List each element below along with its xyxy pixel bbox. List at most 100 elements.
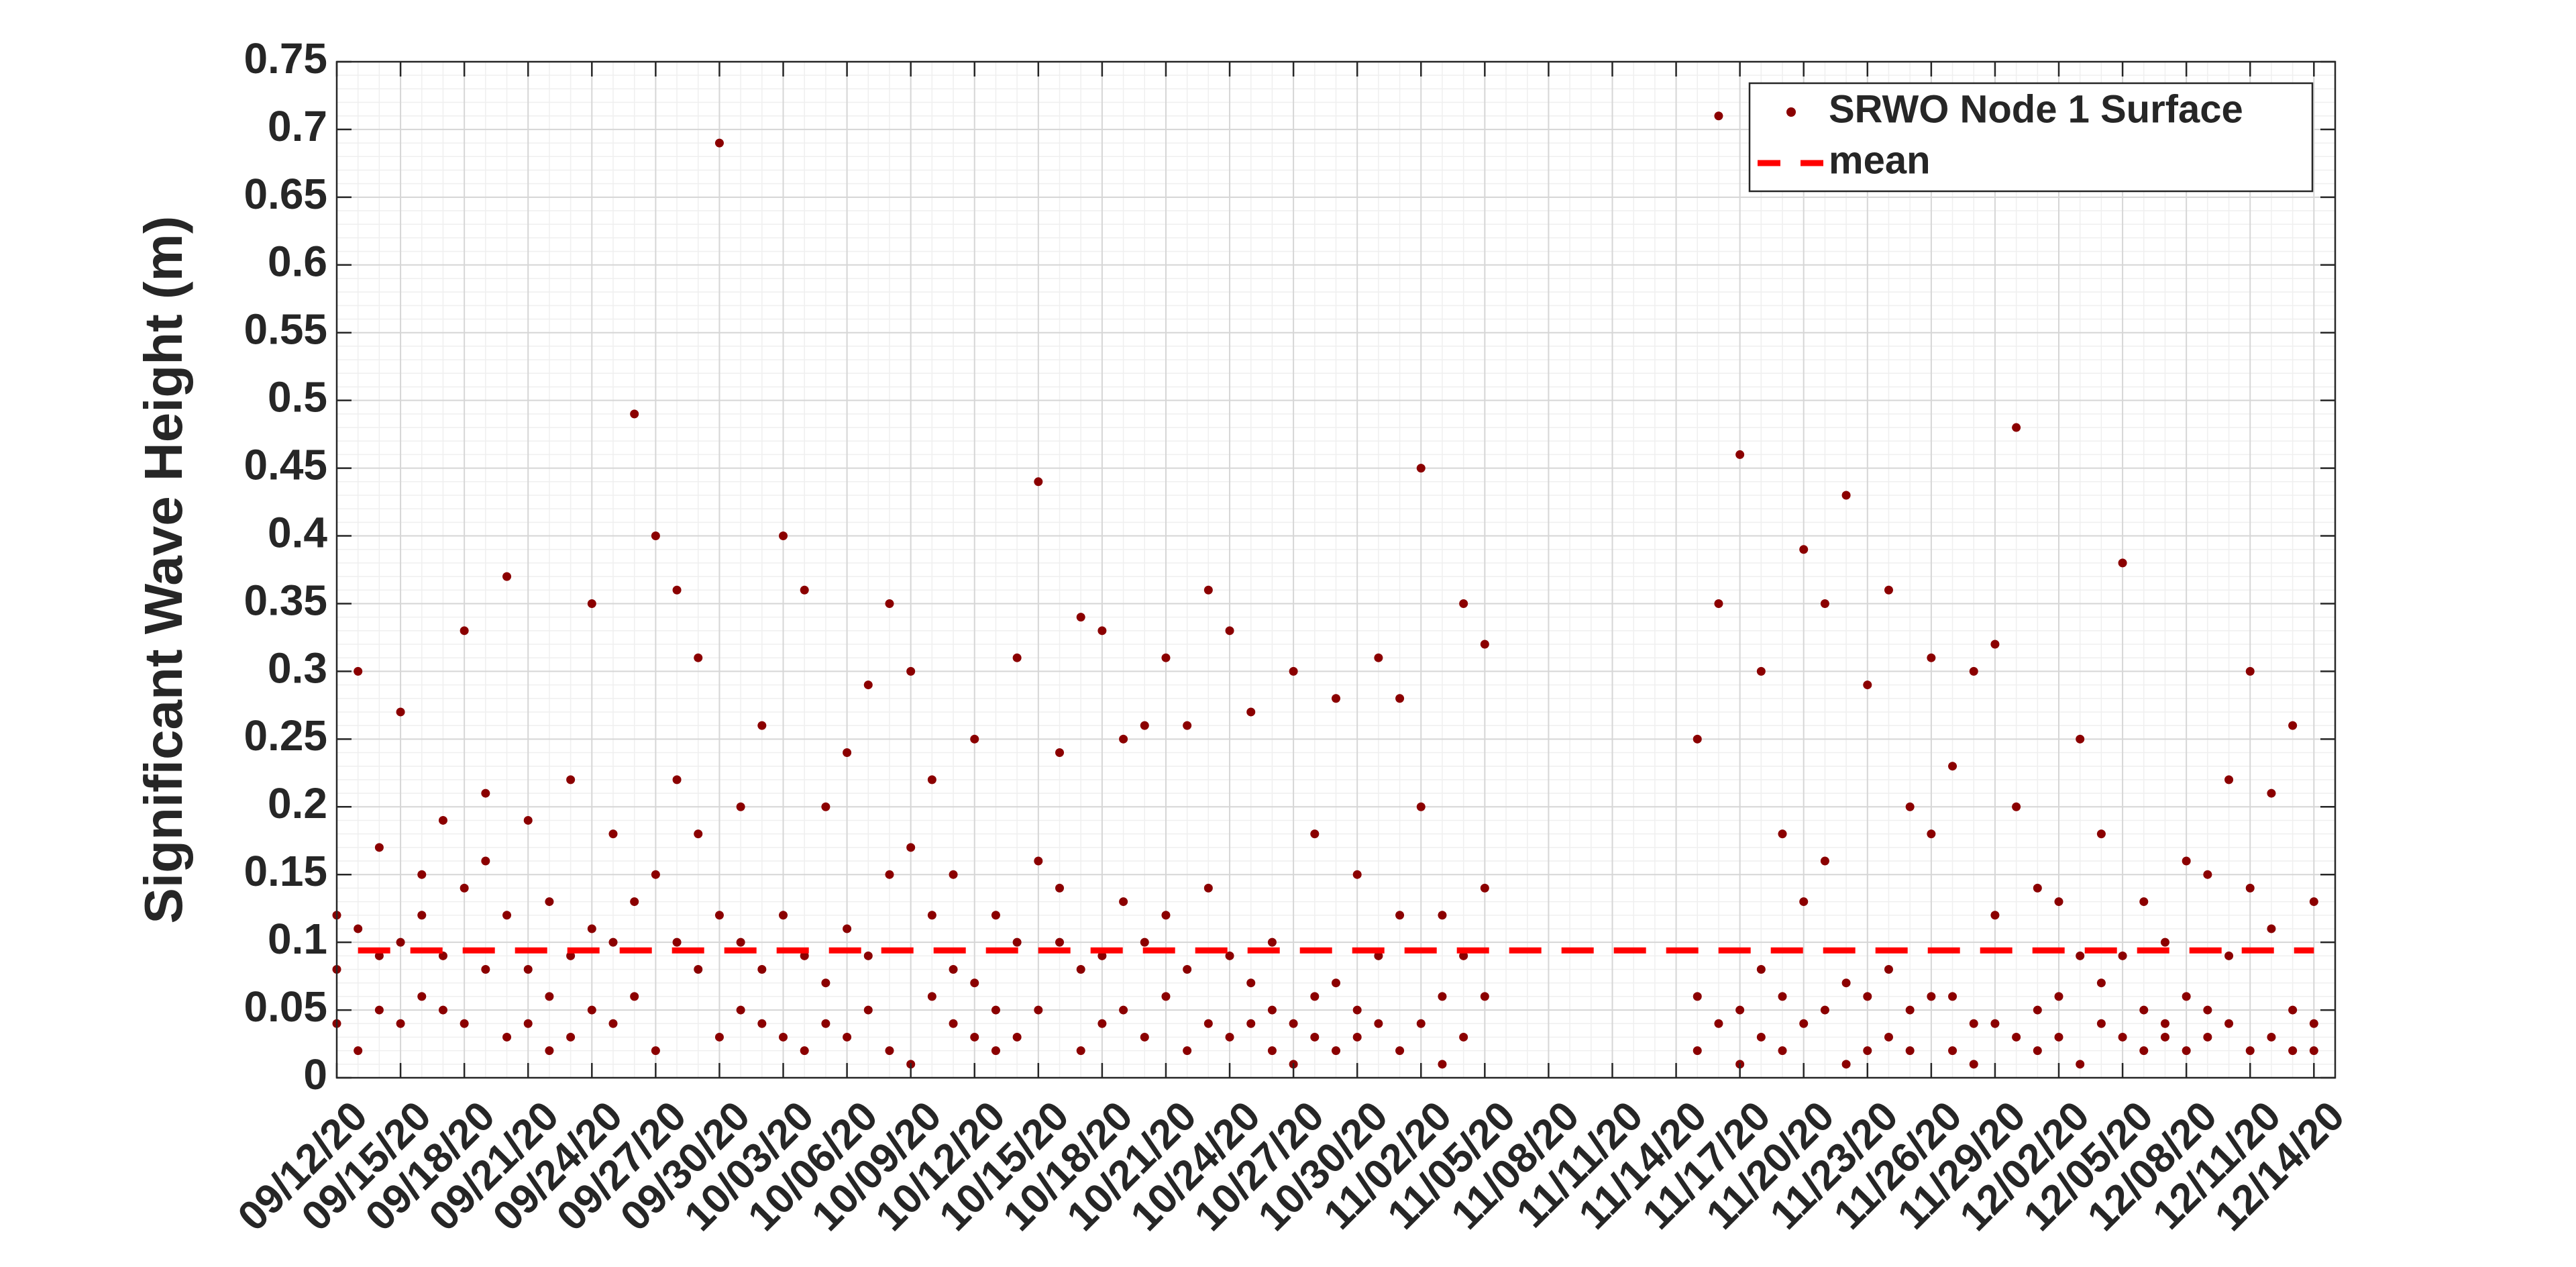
data-point <box>608 1019 618 1028</box>
data-point <box>1119 1005 1128 1015</box>
data-point <box>1076 1046 1085 1056</box>
data-point <box>949 1019 958 1028</box>
data-point <box>1799 1019 1809 1028</box>
data-point <box>970 734 979 744</box>
data-point <box>757 721 767 730</box>
data-point <box>1225 1032 1234 1042</box>
data-point <box>1756 965 1766 974</box>
data-point <box>354 666 363 676</box>
data-point <box>417 992 427 1001</box>
data-point <box>1161 911 1171 920</box>
data-point <box>2139 897 2149 907</box>
y-tick-label: 0.1 <box>268 915 327 963</box>
data-point <box>1203 883 1213 893</box>
data-point <box>1884 1032 1893 1042</box>
data-point <box>651 1046 660 1056</box>
data-point <box>566 1032 576 1042</box>
data-point <box>1310 1032 1320 1042</box>
y-tick-label: 0.7 <box>268 102 327 150</box>
data-point <box>1438 911 1447 920</box>
data-point <box>2182 856 2191 866</box>
data-point <box>1140 937 1149 947</box>
data-point <box>1140 721 1149 730</box>
data-point <box>2245 1046 2255 1056</box>
data-point <box>970 1032 979 1042</box>
data-point <box>587 924 596 933</box>
data-point <box>1183 965 1192 974</box>
data-point <box>1395 911 1405 920</box>
data-point <box>885 870 894 879</box>
data-point <box>1055 748 1065 758</box>
data-point <box>2012 802 2021 811</box>
data-point <box>694 653 703 662</box>
data-point <box>1480 883 1489 893</box>
data-point <box>1119 897 1128 907</box>
data-point <box>2033 883 2042 893</box>
data-point <box>1352 1005 1362 1015</box>
data-point <box>672 937 682 947</box>
data-point <box>2054 1032 2063 1042</box>
data-point <box>1863 1046 1872 1056</box>
data-point <box>1076 613 1085 622</box>
data-point <box>1332 694 1340 703</box>
data-point <box>651 531 660 541</box>
data-point <box>2203 1005 2212 1015</box>
data-point <box>2267 789 2276 798</box>
data-point <box>1416 802 1426 811</box>
data-point <box>1735 1005 1745 1015</box>
data-point <box>1374 1019 1383 1028</box>
data-point <box>1183 721 1192 730</box>
data-point <box>1480 992 1489 1001</box>
y-tick-label: 0.25 <box>244 711 327 760</box>
data-point <box>566 951 576 960</box>
data-point <box>885 599 894 608</box>
data-point <box>991 1046 1000 1056</box>
data-point <box>843 924 852 933</box>
data-point <box>757 965 767 974</box>
data-point <box>1055 883 1065 893</box>
data-point <box>2267 924 2276 933</box>
data-point <box>1034 1005 1043 1015</box>
data-point <box>1990 1019 2000 1028</box>
data-point <box>906 843 916 852</box>
data-point <box>1225 951 1234 960</box>
data-point <box>2096 1019 2106 1028</box>
data-point <box>757 1019 767 1028</box>
data-point <box>1034 477 1043 487</box>
data-point <box>1246 707 1256 717</box>
data-point <box>2224 775 2234 784</box>
data-point <box>736 1005 745 1015</box>
data-point <box>1332 978 1340 988</box>
data-point <box>1246 978 1256 988</box>
data-point <box>1480 640 1489 649</box>
data-point <box>1310 829 1320 839</box>
data-point <box>460 626 469 636</box>
data-point <box>1267 1005 1277 1015</box>
data-point <box>2267 1032 2276 1042</box>
data-point <box>779 1032 788 1042</box>
data-point <box>1990 911 2000 920</box>
data-point <box>1310 992 1320 1001</box>
data-point <box>949 870 958 879</box>
data-point <box>1756 1032 1766 1042</box>
data-point <box>694 829 703 839</box>
data-point <box>396 707 405 717</box>
y-tick-label: 0.15 <box>244 847 327 895</box>
data-point <box>2076 1060 2085 1069</box>
data-point <box>1756 666 1766 676</box>
data-point <box>906 666 916 676</box>
data-point <box>1799 897 1809 907</box>
data-point <box>1416 464 1426 473</box>
data-point <box>1693 992 1702 1001</box>
y-tick-label: 0.35 <box>244 576 327 624</box>
data-point <box>1714 599 1723 608</box>
data-point <box>354 1046 363 1056</box>
data-point <box>863 951 873 960</box>
data-point <box>438 815 447 825</box>
data-point <box>2288 1046 2298 1056</box>
data-point <box>949 965 958 974</box>
data-point <box>1034 856 1043 866</box>
data-point <box>1012 653 1022 662</box>
data-point <box>991 911 1000 920</box>
data-point <box>736 937 745 947</box>
